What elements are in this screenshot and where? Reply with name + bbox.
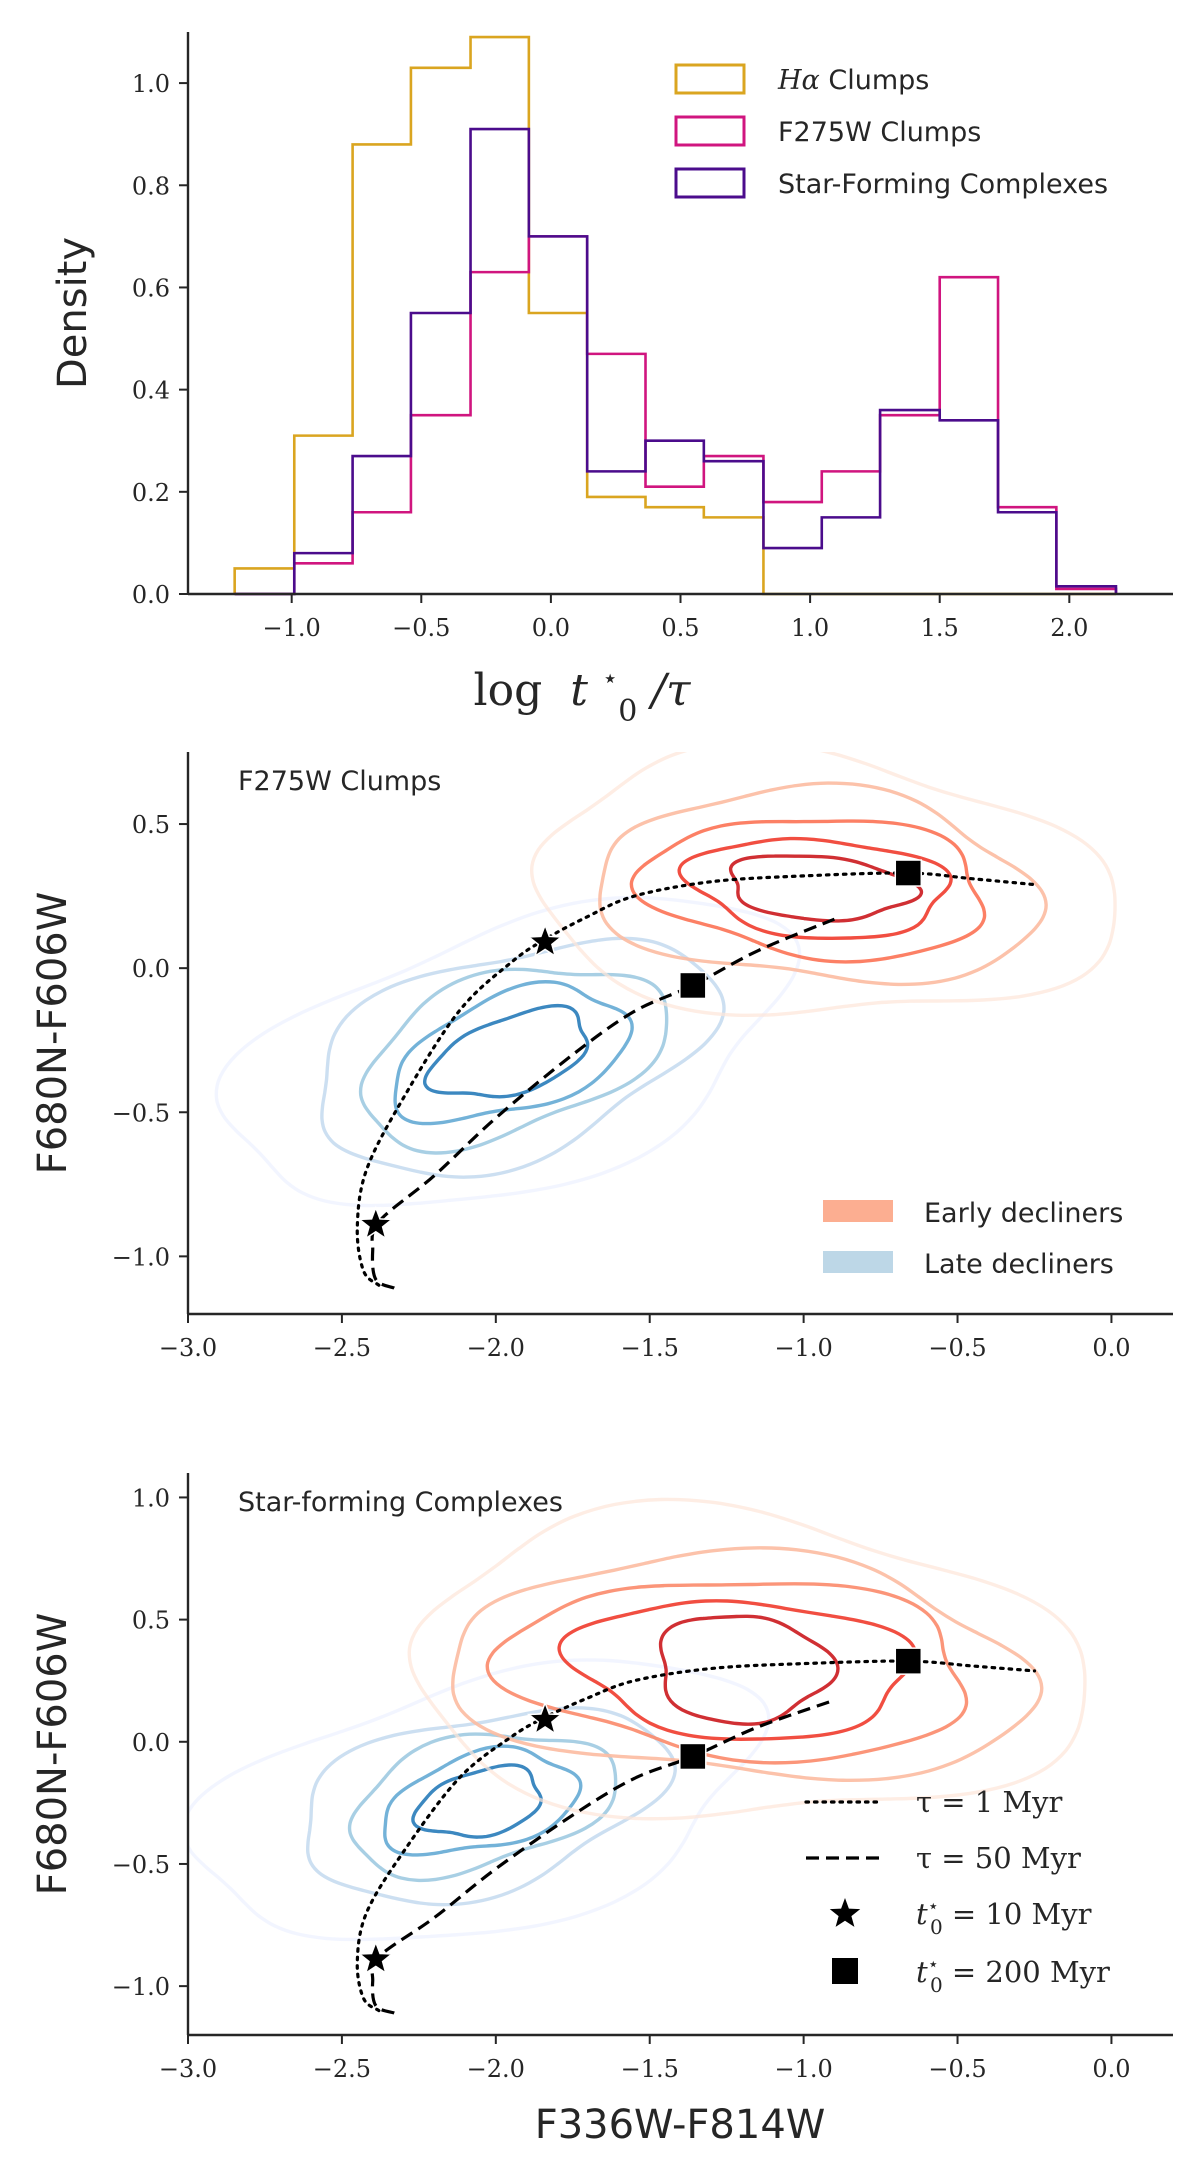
legend-swatch <box>674 167 746 199</box>
y-tick-label: 0.4 <box>132 377 170 405</box>
star-forming-complexes-panel: −3.0 −2.5 −2.0 −1.5 −1.0 −0.5 0.0 −1.0 −0.5 0.0 0.… <box>30 1473 1173 2148</box>
square-marker-t0-200myr <box>894 859 923 887</box>
square-marker-t0-200myr <box>679 971 707 1000</box>
y-tick-label: 1.0 <box>132 70 170 98</box>
late-decliner-contour <box>188 1658 771 1942</box>
histogram-panel: −1.0 −0.5 0.0 0.5 1.0 1.5 2.0 0.0 0.2 0.4 0.6 0.8 1.… <box>50 32 1173 732</box>
y-axis-label: Density <box>50 237 96 389</box>
early-decliner-contour <box>407 1497 1087 1821</box>
y-tick-label: 0.0 <box>132 955 170 983</box>
late-decliner-contour <box>393 980 634 1126</box>
late-decliner-contour <box>347 1732 618 1883</box>
early-decliner-contour <box>728 854 924 923</box>
late-decliner-contour <box>383 1744 583 1857</box>
track-tau-1myr <box>355 871 1037 1287</box>
x-tick-label: −3.0 <box>159 1334 217 1362</box>
x-tick-label: −2.0 <box>467 2055 525 2083</box>
early-decliner-contour <box>629 819 987 964</box>
x-axis-label: log t ⋆ 0 /τ <box>474 647 692 732</box>
track-legend: τ = 1 Myr τ = 50 Myr t⋆ 0 = 10 Myr t⋆ 0 = 200… <box>804 1785 1110 1997</box>
star-marker-t0-10myr <box>357 1205 394 1241</box>
track-tau-1myr <box>355 1659 1037 2013</box>
x-tick-label: −1.5 <box>621 1334 679 1362</box>
legend-star-icon <box>829 1898 861 1927</box>
x-tick-label: 1.5 <box>921 614 959 642</box>
legend-label: τ = 50 Myr <box>916 1841 1081 1875</box>
y-tick-label: 0.8 <box>132 172 170 200</box>
legend-label: Hα Clumps <box>777 65 929 96</box>
y-tick-label: −0.5 <box>112 1851 170 1879</box>
square-marker-t0-200myr <box>894 1647 923 1675</box>
f275w-contour-panel: −3.0 −2.5 −2.0 −1.5 −1.0 −0.5 0.0 −1.0 −0.5 0.0 0.… <box>30 752 1173 1362</box>
track-tau-50myr <box>370 917 836 1290</box>
y-tick-label: 0.5 <box>132 811 170 839</box>
decliner-legend: Early decliners Late decliners <box>823 1198 1123 1280</box>
legend-label: t⋆ 0 = 10 Myr <box>916 1896 1092 1939</box>
x-tick-label: 1.0 <box>791 614 829 642</box>
x-tick-label: −1.0 <box>263 614 321 642</box>
legend-swatch <box>674 63 746 95</box>
legend-label: τ = 1 Myr <box>916 1785 1063 1819</box>
square-marker-t0-200myr <box>679 1742 707 1771</box>
legend-label: t⋆ 0 = 200 Myr <box>916 1954 1110 1997</box>
x-tick-label: −3.0 <box>159 2055 217 2083</box>
late-decliner-contour <box>423 1003 590 1099</box>
x-axis-label: F336W-F814W <box>535 2102 826 2148</box>
panel-title: F275W Clumps <box>238 766 441 797</box>
x-tick-label: −1.5 <box>621 2055 679 2083</box>
x-tick-label: −0.5 <box>928 1334 986 1362</box>
y-axis-label: F680N-F606W <box>30 1613 76 1896</box>
y-tick-label: −1.0 <box>112 1243 170 1271</box>
x-tick-label: 0.0 <box>1092 1334 1130 1362</box>
early-decliner-contour <box>557 1599 918 1741</box>
late-decliner-contour <box>305 1706 677 1907</box>
legend-label: Star-Forming Complexes <box>778 169 1108 200</box>
histogram-step-star-forming-complexes <box>234 127 1118 596</box>
legend-square-icon <box>832 1958 858 1984</box>
x-tick-label: 0.5 <box>661 614 699 642</box>
histogram-legend: Hα Clumps F275W Clumps Star-Forming Comple… <box>674 63 1108 200</box>
early-decliner-contour <box>529 752 1117 1018</box>
early-decliner-contour <box>451 1546 1044 1783</box>
x-tick-label: −2.5 <box>313 2055 371 2083</box>
track-tau-50myr <box>370 1698 835 2015</box>
star-marker-t0-10myr <box>357 1940 394 1975</box>
early-decliner-contour <box>658 1614 840 1726</box>
x-tick-label: 0.0 <box>532 614 570 642</box>
legend-label: Late decliners <box>924 1249 1114 1280</box>
y-tick-label: 0.6 <box>132 274 170 302</box>
y-tick-label: 0.5 <box>132 1607 170 1635</box>
x-tick-label: −0.5 <box>928 2055 986 2083</box>
y-tick-label: 0.0 <box>132 581 170 609</box>
y-tick-label: 0.0 <box>132 1729 170 1757</box>
legend-swatch <box>823 1251 893 1273</box>
late-decliner-contour <box>358 967 669 1155</box>
x-tick-label: −2.5 <box>313 1334 371 1362</box>
late-decliner-contour <box>411 1763 543 1839</box>
x-tick-label: −0.5 <box>392 614 450 642</box>
panel-title: Star-forming Complexes <box>238 1487 563 1518</box>
x-tick-label: 0.0 <box>1092 2055 1130 2083</box>
legend-label: Early decliners <box>924 1198 1123 1229</box>
x-tick-label: −2.0 <box>467 1334 525 1362</box>
early-decliner-contour <box>598 781 1048 987</box>
histogram-step-f275w-clumps <box>234 235 1118 596</box>
y-tick-label: −1.0 <box>112 1973 170 2001</box>
star-marker-t0-10myr <box>526 1700 564 1736</box>
x-tick-label: 2.0 <box>1050 614 1088 642</box>
y-tick-label: 0.2 <box>132 479 170 507</box>
y-tick-label: 1.0 <box>132 1484 170 1512</box>
x-tick-label: −1.0 <box>774 1334 832 1362</box>
early-decliner-contour <box>677 836 953 941</box>
legend-swatch <box>823 1200 893 1222</box>
late-decliner-contour <box>214 895 802 1208</box>
x-tick-label: −1.0 <box>774 2055 832 2083</box>
legend-label: F275W Clumps <box>778 117 981 148</box>
y-tick-label: −0.5 <box>112 1099 170 1127</box>
y-axis-label: F680N-F606W <box>30 892 76 1175</box>
star-marker-t0-10myr <box>526 923 564 958</box>
early-decliner-contour <box>485 1582 969 1765</box>
legend-swatch <box>674 115 746 147</box>
